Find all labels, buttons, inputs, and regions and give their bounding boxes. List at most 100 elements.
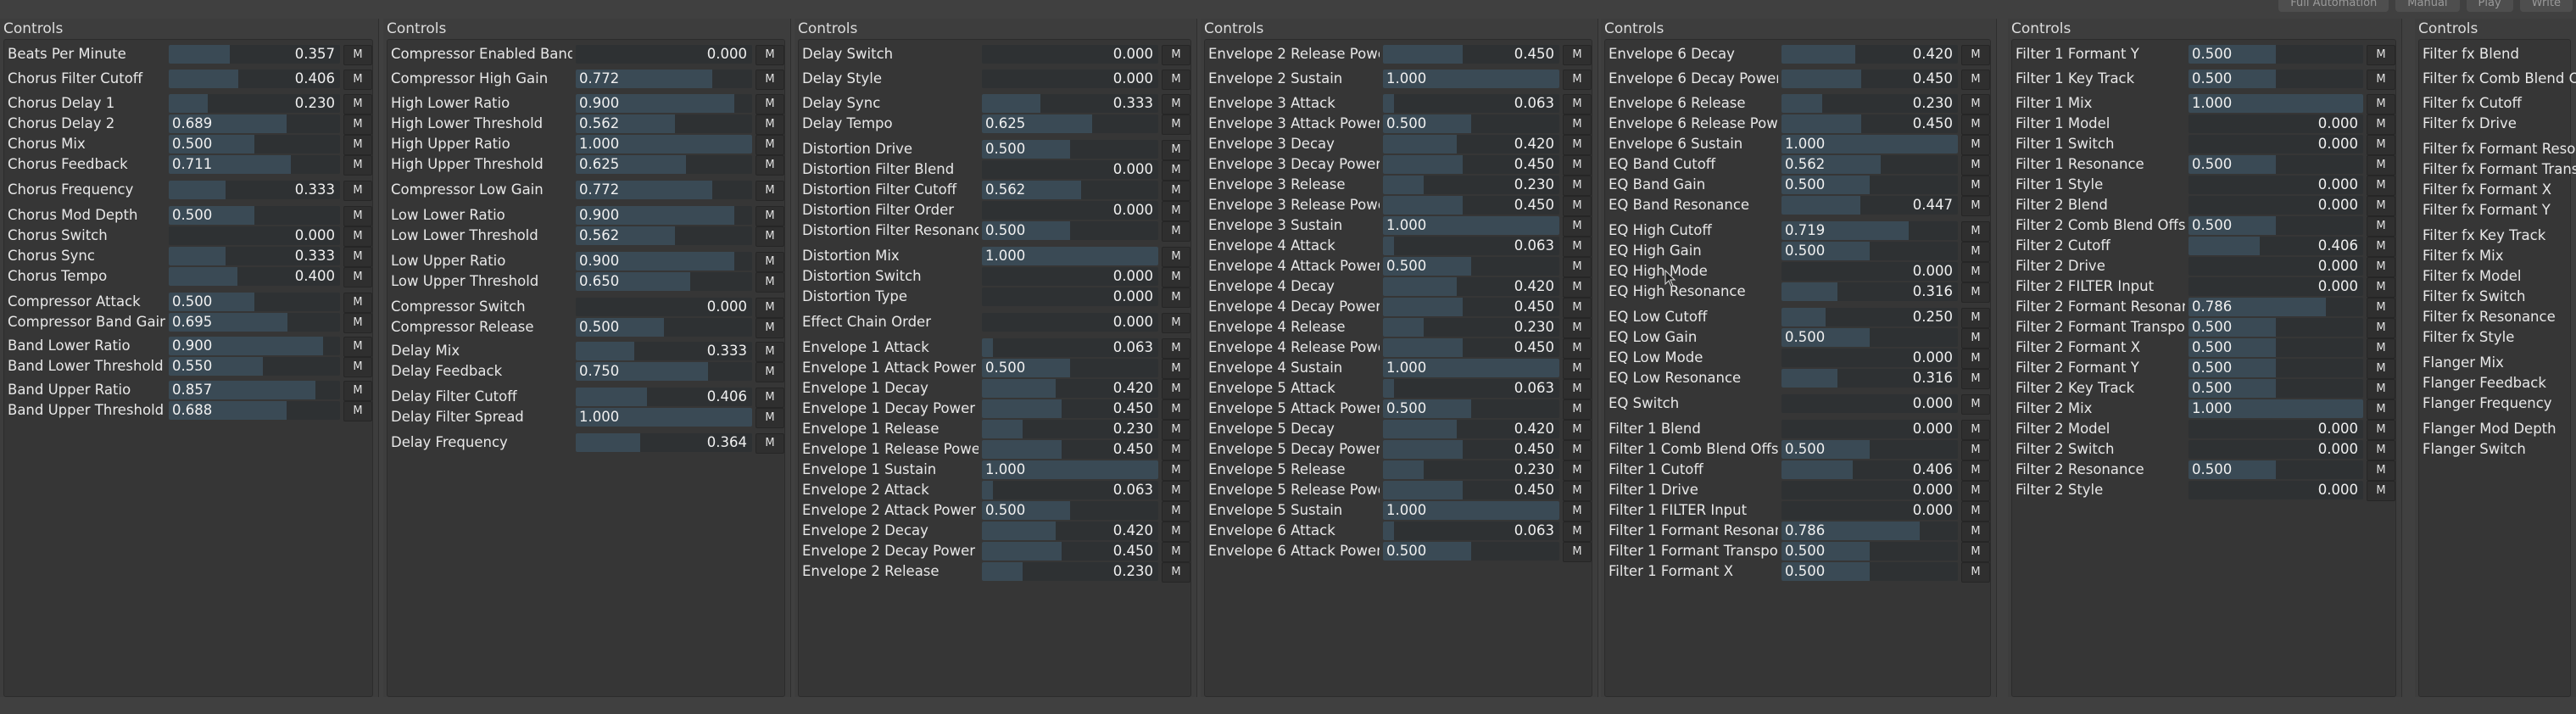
midi-learn-button[interactable]: M (343, 267, 372, 287)
midi-learn-button[interactable]: M (1563, 216, 1592, 237)
value-slider[interactable]: 0.625 (982, 114, 1158, 133)
value-slider[interactable]: 0.450 (1383, 196, 1559, 215)
value-slider[interactable]: 0.230 (1383, 318, 1559, 337)
value-slider[interactable]: 0.695 (169, 313, 340, 332)
midi-learn-button[interactable]: M (1563, 501, 1592, 522)
midi-learn-button[interactable]: M (2367, 45, 2395, 65)
midi-learn-button[interactable]: M (2367, 379, 2395, 399)
midi-learn-button[interactable]: M (1162, 420, 1190, 440)
value-slider[interactable]: 0.500 (1383, 114, 1559, 133)
value-slider[interactable]: 1.000 (1383, 359, 1559, 377)
midi-learn-button[interactable]: M (1563, 196, 1592, 216)
midi-learn-button[interactable]: M (1162, 70, 1190, 90)
midi-learn-button[interactable]: M (1563, 359, 1592, 379)
midi-learn-button[interactable]: M (756, 206, 784, 226)
value-slider[interactable]: 0.711 (169, 155, 340, 174)
full-automation-button[interactable]: Full Automation (2278, 0, 2389, 12)
value-slider[interactable]: 0.333 (982, 94, 1158, 113)
value-slider[interactable]: 0.786 (1781, 522, 1958, 540)
value-slider[interactable]: 0.450 (1383, 338, 1559, 357)
value-slider[interactable]: 0.230 (169, 94, 340, 113)
value-slider[interactable]: 0.500 (2188, 45, 2363, 64)
midi-learn-button[interactable]: M (2367, 420, 2395, 440)
midi-learn-button[interactable]: M (2367, 237, 2395, 257)
value-slider[interactable]: 0.000 (169, 226, 340, 245)
value-slider[interactable]: 0.500 (2188, 155, 2363, 174)
midi-learn-button[interactable]: M (1162, 481, 1190, 501)
midi-learn-button[interactable]: M (1162, 181, 1190, 201)
value-slider[interactable]: 0.000 (576, 45, 752, 64)
midi-learn-button[interactable]: M (343, 135, 372, 155)
midi-learn-button[interactable]: M (2367, 318, 2395, 338)
midi-learn-button[interactable]: M (756, 135, 784, 155)
midi-learn-button[interactable]: M (1961, 196, 1990, 216)
value-slider[interactable]: 0.000 (982, 267, 1158, 286)
value-slider[interactable]: 0.400 (169, 267, 340, 286)
value-slider[interactable]: 0.500 (576, 318, 752, 337)
value-slider[interactable]: 0.500 (2188, 460, 2363, 479)
midi-learn-button[interactable]: M (2367, 176, 2395, 196)
value-slider[interactable]: 0.063 (1383, 522, 1559, 540)
value-slider[interactable]: 0.000 (982, 45, 1158, 64)
value-slider[interactable]: 0.500 (169, 206, 340, 225)
value-slider[interactable]: 0.857 (169, 381, 340, 399)
value-slider[interactable]: 0.500 (169, 293, 340, 311)
value-slider[interactable]: 0.562 (1781, 155, 1958, 174)
value-slider[interactable]: 0.333 (169, 247, 340, 265)
midi-learn-button[interactable]: M (2367, 359, 2395, 379)
value-slider[interactable]: 0.000 (1781, 349, 1958, 367)
value-slider[interactable]: 0.063 (982, 338, 1158, 357)
midi-learn-button[interactable]: M (1961, 135, 1990, 155)
value-slider[interactable]: 0.000 (2188, 481, 2363, 499)
midi-learn-button[interactable]: M (1162, 201, 1190, 221)
midi-learn-button[interactable]: M (1162, 287, 1190, 308)
midi-learn-button[interactable]: M (1563, 277, 1592, 298)
value-slider[interactable]: 1.000 (982, 247, 1158, 265)
value-slider[interactable]: 0.364 (576, 433, 752, 452)
midi-learn-button[interactable]: M (1563, 318, 1592, 338)
value-slider[interactable]: 0.500 (1781, 242, 1958, 260)
midi-learn-button[interactable]: M (756, 94, 784, 114)
value-slider[interactable]: 0.000 (2188, 196, 2363, 215)
midi-learn-button[interactable]: M (1961, 282, 1990, 303)
midi-learn-button[interactable]: M (1961, 349, 1990, 369)
value-slider[interactable]: 0.000 (982, 70, 1158, 88)
value-slider[interactable]: 0.500 (2188, 216, 2363, 235)
midi-learn-button[interactable]: M (1563, 155, 1592, 176)
value-slider[interactable]: 0.333 (169, 181, 340, 199)
value-slider[interactable]: 0.000 (2188, 420, 2363, 438)
midi-learn-button[interactable]: M (756, 272, 784, 293)
value-slider[interactable]: 1.000 (2188, 399, 2363, 418)
value-slider[interactable]: 0.450 (1781, 70, 1958, 88)
midi-learn-button[interactable]: M (1563, 440, 1592, 460)
value-slider[interactable]: 0.000 (982, 287, 1158, 306)
midi-learn-button[interactable]: M (1162, 359, 1190, 379)
midi-learn-button[interactable]: M (1563, 94, 1592, 114)
midi-learn-button[interactable]: M (343, 45, 372, 65)
midi-learn-button[interactable]: M (756, 388, 784, 408)
value-slider[interactable]: 0.230 (1383, 460, 1559, 479)
midi-learn-button[interactable]: M (756, 318, 784, 338)
value-slider[interactable]: 0.500 (1781, 440, 1958, 459)
value-slider[interactable]: 0.900 (576, 94, 752, 113)
value-slider[interactable]: 0.230 (1383, 176, 1559, 194)
value-slider[interactable]: 0.500 (1781, 542, 1958, 561)
midi-learn-button[interactable]: M (343, 337, 372, 357)
midi-learn-button[interactable]: M (1961, 369, 1990, 389)
value-slider[interactable]: 0.420 (1383, 420, 1559, 438)
value-slider[interactable]: 0.000 (1781, 262, 1958, 281)
midi-learn-button[interactable]: M (2367, 114, 2395, 135)
value-slider[interactable]: 0.450 (1383, 440, 1559, 459)
value-slider[interactable]: 0.562 (576, 114, 752, 133)
midi-learn-button[interactable]: M (1563, 237, 1592, 257)
value-slider[interactable]: 0.420 (982, 522, 1158, 540)
midi-learn-button[interactable]: M (1961, 45, 1990, 65)
value-slider[interactable]: 0.000 (2188, 114, 2363, 133)
value-slider[interactable]: 0.450 (1383, 155, 1559, 174)
midi-learn-button[interactable]: M (2367, 460, 2395, 481)
midi-learn-button[interactable]: M (1563, 135, 1592, 155)
value-slider[interactable]: 0.316 (1781, 369, 1958, 388)
midi-learn-button[interactable]: M (1961, 176, 1990, 196)
midi-learn-button[interactable]: M (1162, 522, 1190, 542)
midi-learn-button[interactable]: M (1961, 394, 1990, 415)
